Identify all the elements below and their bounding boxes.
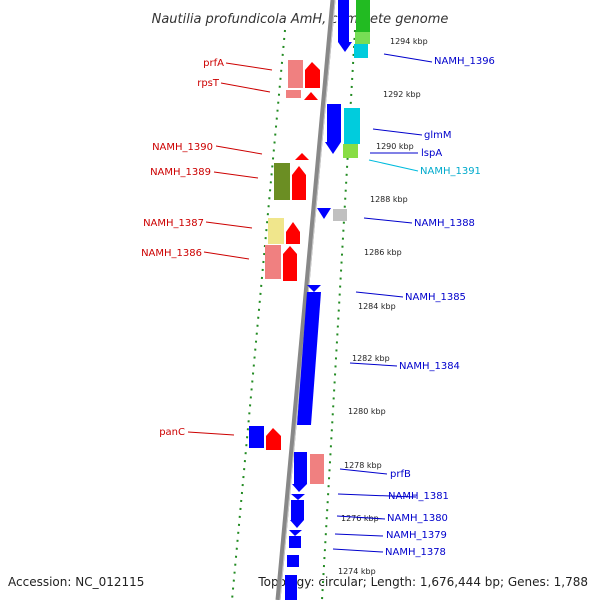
label-namh-1379: NAMH_1379 [386, 530, 447, 541]
feature-lspa [327, 104, 341, 142]
feature-rpst [286, 90, 301, 98]
feature-panc [266, 428, 281, 450]
label-glmm: glmM [424, 130, 452, 141]
feature-namh-1379 [290, 520, 304, 528]
label-namh-1381: NAMH_1381 [388, 491, 449, 502]
label-namh-1387: NAMH_1387 [143, 218, 204, 229]
feature-green-top [356, 0, 370, 32]
feature-namh-1378 [289, 536, 301, 548]
feature-namh-1380 [291, 494, 305, 500]
label-panc: panC [159, 427, 185, 438]
feature-namh-1381 [294, 452, 307, 484]
label-prfa: prfA [203, 58, 224, 69]
genome-backbone [275, 0, 336, 600]
feature-namh-1396 [354, 44, 368, 58]
label-namh-1396: NAMH_1396 [434, 56, 495, 67]
scale-tick-1278: 1278 kbp [344, 461, 382, 470]
scale-tick-1276: 1276 kbp [341, 514, 379, 523]
scale-tick-1280: 1280 kbp [348, 407, 386, 416]
label-namh-1378: NAMH_1378 [385, 547, 446, 558]
feature-namh-1384 [297, 292, 321, 425]
label-lspa: lspA [421, 148, 442, 159]
label-namh-1388: NAMH_1388 [414, 218, 475, 229]
label-namh-1385: NAMH_1385 [405, 292, 466, 303]
label-prfb: prfB [390, 469, 411, 480]
genome-summary: Topology: circular; Length: 1,676,444 bp… [257, 575, 588, 589]
label-rpst: rpsT [197, 78, 220, 89]
scale-tick-1286: 1286 kbp [364, 248, 402, 257]
feature-namh-1389 [274, 163, 290, 200]
label-namh-1386: NAMH_1386 [141, 248, 202, 259]
feature-namh-1388 [317, 208, 331, 219]
scale-tick-1294: 1294 kbp [390, 37, 428, 46]
feature-prfb [310, 454, 324, 484]
gc-track-inner [231, 29, 286, 600]
scale-tick-1282: 1282 kbp [352, 354, 390, 363]
scale-tick-1284: 1284 kbp [358, 302, 396, 311]
feature-namh-1386 [265, 245, 281, 279]
feature-namh-1390 [295, 153, 309, 160]
scale-tick-1292: 1292 kbp [383, 90, 421, 99]
feature-prfa [288, 60, 303, 88]
scale-tick-1290: 1290 kbp [376, 142, 414, 151]
label-namh-1380: NAMH_1380 [387, 513, 448, 524]
feature-glmm [344, 108, 360, 144]
feature-namh-1387 [268, 218, 284, 244]
accession-label: Accession: NC_012115 [8, 575, 144, 589]
feature-panc-reverse [249, 426, 264, 448]
scale-tick-1288: 1288 kbp [370, 195, 408, 204]
label-namh-1391: NAMH_1391 [420, 166, 481, 177]
feature-reverse-top [338, 0, 349, 42]
label-namh-1390: NAMH_1390 [152, 142, 213, 153]
map-title: Nautilia profundicola AmH, complete geno… [152, 12, 449, 27]
label-namh-1384: NAMH_1384 [399, 361, 460, 372]
scale-tick-1274: 1274 kbp [338, 567, 376, 576]
label-namh-1389: NAMH_1389 [150, 167, 211, 178]
